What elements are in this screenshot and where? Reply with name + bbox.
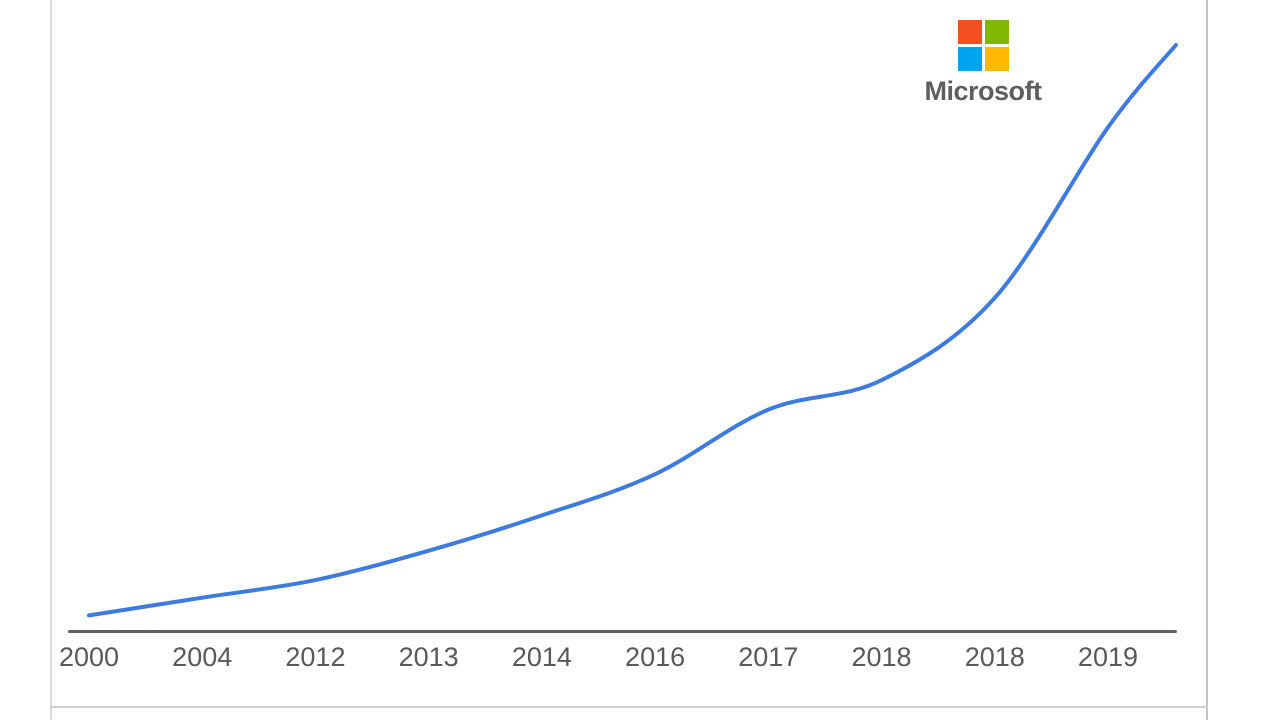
microsoft-logo: Microsoft	[917, 20, 1049, 107]
x-axis-label: 2012	[285, 642, 346, 672]
x-axis-label: 2016	[625, 642, 686, 672]
x-axis-label: 2019	[1077, 642, 1139, 672]
x-axis-label: 2000	[58, 642, 120, 672]
trend-line	[87, 43, 1178, 618]
logo-green-square-icon	[984, 20, 1009, 44]
x-axis-label: 2018	[851, 642, 912, 672]
x-axis-label: 2014	[511, 642, 572, 672]
frame-bottom-border	[50, 706, 1208, 708]
microsoft-logo-squares-icon	[957, 20, 1009, 71]
logo-yellow-square-icon	[984, 47, 1009, 71]
x-axis-label: 2018	[964, 642, 1025, 672]
frame-left-border	[50, 0, 52, 720]
frame-right-border	[1206, 0, 1208, 720]
x-axis-label: 2013	[398, 642, 459, 672]
logo-red-square-icon	[957, 20, 982, 44]
x-axis-label: 2017	[738, 642, 799, 672]
logo-blue-square-icon	[957, 47, 982, 71]
x-axis-label: 2004	[172, 642, 233, 672]
microsoft-logo-text: Microsoft	[924, 76, 1043, 106]
x-axis-line	[68, 630, 1177, 633]
